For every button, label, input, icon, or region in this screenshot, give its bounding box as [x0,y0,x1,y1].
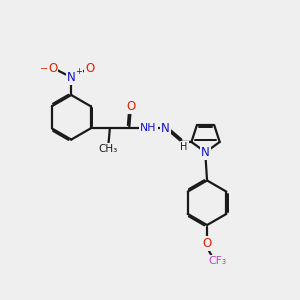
Text: +: + [75,67,82,76]
Text: N: N [201,146,210,159]
Text: NH: NH [140,124,157,134]
Text: O: O [48,62,57,75]
Text: O: O [126,100,135,113]
Text: O: O [85,62,94,75]
Text: O: O [202,237,212,250]
Text: N: N [161,122,170,135]
Text: −: − [40,64,48,74]
Text: CH₃: CH₃ [99,144,118,154]
Text: H: H [181,142,188,152]
Text: N: N [67,71,76,84]
Text: CF₃: CF₃ [209,256,227,266]
